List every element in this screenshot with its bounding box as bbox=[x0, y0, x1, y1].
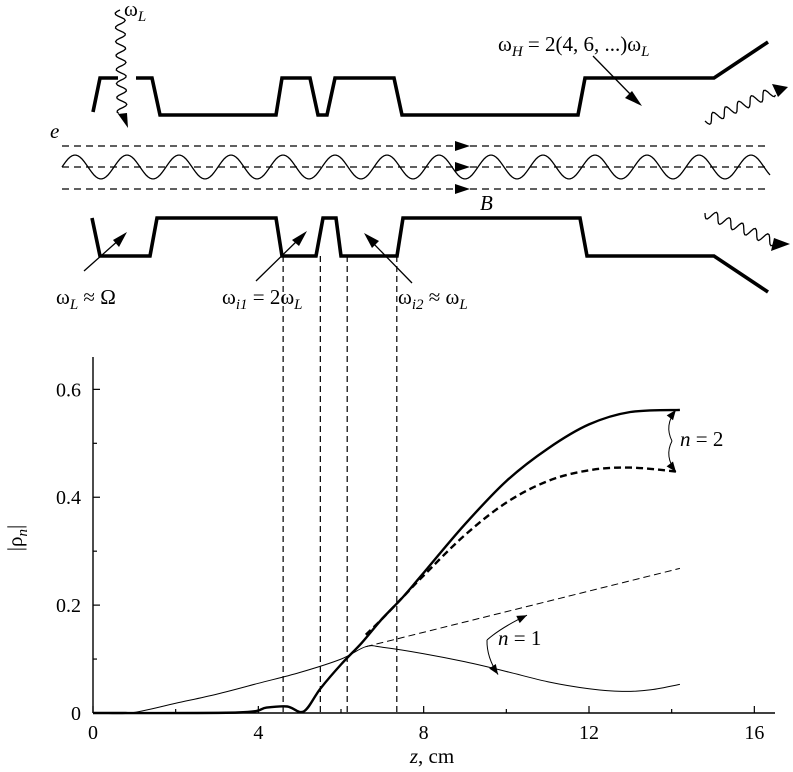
top-waveguide-wall bbox=[136, 40, 769, 117]
section-boundary-guides bbox=[282, 256, 398, 713]
omega-h-label: ωH = 2(4, 6, ...)ωL bbox=[498, 32, 649, 60]
beam-arrowhead bbox=[455, 141, 470, 151]
omega-i2-pointer bbox=[371, 241, 413, 284]
omega-h-arrowhead bbox=[625, 91, 642, 106]
outgoing-wave-top bbox=[704, 89, 777, 126]
x-tick-label: 4 bbox=[253, 722, 263, 744]
omega-l-arrowhead bbox=[113, 232, 127, 247]
plot-ticks: 0 4 8 12 16 0 0.2 0.4 0.6 bbox=[56, 379, 764, 744]
beam-arrowhead bbox=[455, 162, 470, 172]
omega-i1-label: ωi1 = 2ωL bbox=[222, 285, 303, 313]
outgoing-wave-arrowhead bbox=[772, 84, 788, 97]
x-tick-label: 0 bbox=[88, 722, 98, 744]
curve-family-label: n = 2 bbox=[680, 427, 723, 451]
omega-l-pointer bbox=[83, 238, 121, 272]
omega-i1-arrowhead bbox=[292, 231, 307, 246]
y-axis-title: |ρn| bbox=[3, 525, 31, 551]
curve-annotations: n = 2 n = 1 bbox=[486, 409, 723, 675]
x-tick-label: 16 bbox=[744, 722, 764, 744]
electron-helical-trajectory bbox=[61, 154, 771, 180]
incoming-wave-arrowhead bbox=[118, 113, 128, 128]
plot-curves bbox=[92, 408, 681, 715]
omega-l-approx-omega-label: ωL ≈ Ω bbox=[56, 285, 116, 313]
outgoing-wave-arrowhead bbox=[771, 238, 790, 251]
annotation-arrowhead bbox=[516, 615, 527, 624]
omega-l-top-label: ωL bbox=[124, 0, 146, 25]
y-tick-label: 0.6 bbox=[56, 379, 81, 401]
omega-i2-label: ωi2 ≈ ωL bbox=[398, 285, 468, 313]
y-tick-label: 0 bbox=[71, 703, 81, 725]
plot-axes bbox=[92, 357, 775, 714]
annotation-arrowhead bbox=[489, 664, 499, 675]
x-axis-title: z, cm bbox=[409, 744, 454, 768]
beam-arrowhead bbox=[455, 184, 470, 194]
curve-n2-dashed bbox=[364, 466, 681, 636]
curve-n2-solid bbox=[92, 408, 680, 715]
annotation-arrowhead bbox=[666, 409, 676, 421]
y-tick-label: 0.4 bbox=[56, 487, 81, 509]
x-tick-label: 8 bbox=[419, 722, 429, 744]
top-waveguide-wall bbox=[91, 76, 118, 113]
magnetic-field-label: B bbox=[480, 191, 493, 215]
omega-i2-arrowhead bbox=[364, 233, 379, 248]
waveguide-schematic bbox=[61, 9, 790, 294]
bottom-waveguide-wall bbox=[90, 216, 769, 294]
omega-i1-pointer bbox=[255, 237, 301, 282]
curve-n1-dashed bbox=[365, 567, 681, 648]
curve-family-label: n = 1 bbox=[498, 626, 541, 650]
annotation-arrowhead bbox=[666, 461, 676, 472]
incoming-wave bbox=[114, 9, 128, 115]
rho-vs-z-plot: 0 4 8 12 16 0 0.2 0.4 0.6 n = 2 n = 1 bbox=[56, 256, 775, 744]
x-tick-label: 12 bbox=[579, 722, 599, 744]
curve-n1-solid bbox=[92, 645, 680, 715]
y-tick-label: 0.2 bbox=[56, 595, 81, 617]
electron-label: e bbox=[50, 119, 59, 143]
omega-h-pointer bbox=[592, 55, 635, 99]
outgoing-wave-bottom bbox=[704, 211, 773, 247]
